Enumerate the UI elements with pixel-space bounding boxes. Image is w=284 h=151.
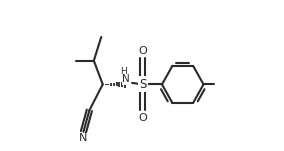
Text: N: N (122, 74, 130, 84)
Text: N: N (79, 133, 88, 143)
Text: H: H (120, 67, 127, 76)
Text: O: O (138, 113, 147, 123)
Text: O: O (138, 46, 147, 56)
Text: S: S (139, 78, 147, 91)
